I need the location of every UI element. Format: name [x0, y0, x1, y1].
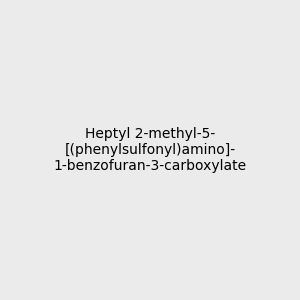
Text: Heptyl 2-methyl-5-
[(phenylsulfonyl)amino]-
1-benzofuran-3-carboxylate: Heptyl 2-methyl-5- [(phenylsulfonyl)amin… — [53, 127, 247, 173]
